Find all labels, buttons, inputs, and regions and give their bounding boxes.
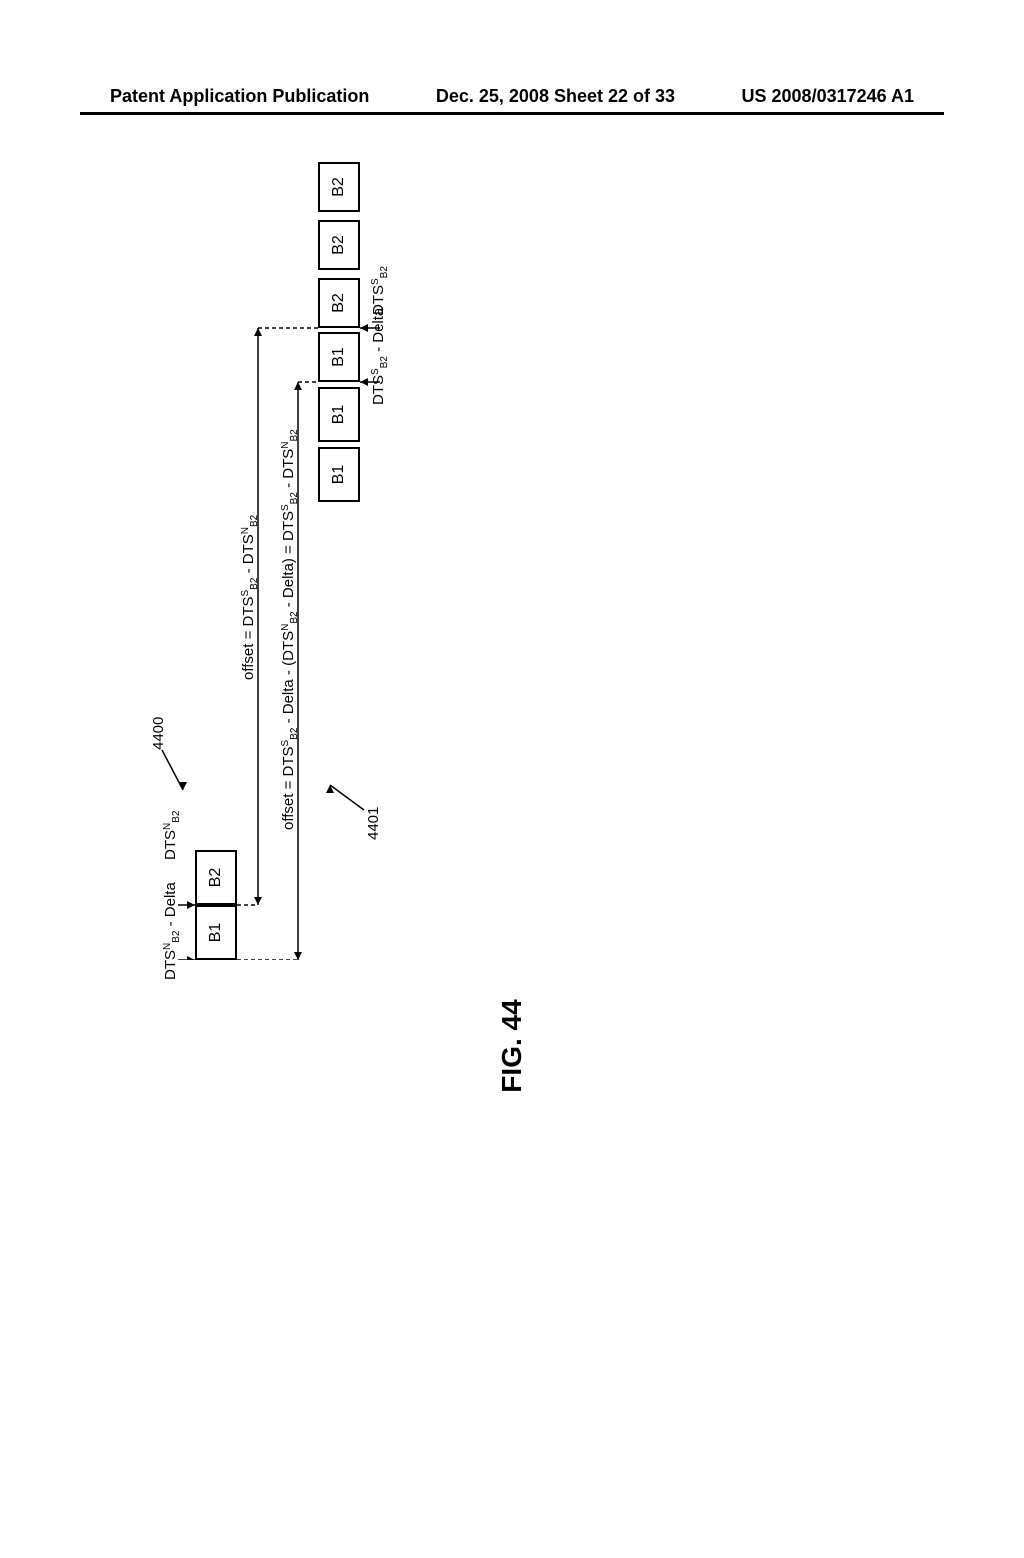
top-dts-label: DTSNB2: [162, 811, 179, 860]
bottom-box-0: B1: [318, 447, 360, 502]
header-center: Dec. 25, 2008 Sheet 22 of 33: [436, 86, 675, 107]
bottom-box-2: B1: [318, 332, 360, 382]
offset-label-1: offset = DTSSB2 - DTSNB2: [240, 515, 257, 680]
bottom-box-3: B2: [318, 278, 360, 328]
header-left: Patent Application Publication: [110, 86, 369, 107]
diagram-svg: [140, 140, 400, 960]
top-box-0: B1: [195, 905, 237, 960]
header-right: US 2008/0317246 A1: [742, 86, 914, 107]
bottom-box-1: B1: [318, 387, 360, 442]
ref-4401: 4401: [365, 807, 382, 840]
top-box-1: B2: [195, 850, 237, 905]
bottom-box-4: B2: [318, 220, 360, 270]
bottom-box-5: B2: [318, 162, 360, 212]
top-delta-label: DTSNB2 - Delta: [162, 882, 179, 980]
figure-label: FIG. 44: [496, 534, 528, 1558]
bottom-delta-label: DTSSB2 - Delta: [370, 308, 387, 405]
figure-diagram: B1B2B1B1B1B2B2B2DTSNB2 - DeltaDTSNB2DTSS…: [140, 465, 960, 635]
bottom-dts-label: DTSSB2: [370, 266, 387, 315]
page-header: Patent Application Publication Dec. 25, …: [0, 86, 1024, 107]
ref-4400: 4400: [150, 717, 167, 750]
header-rule: [80, 112, 944, 115]
offset-label-2: offset = DTSSB2 - Delta - (DTSNB2 - Delt…: [280, 429, 297, 830]
